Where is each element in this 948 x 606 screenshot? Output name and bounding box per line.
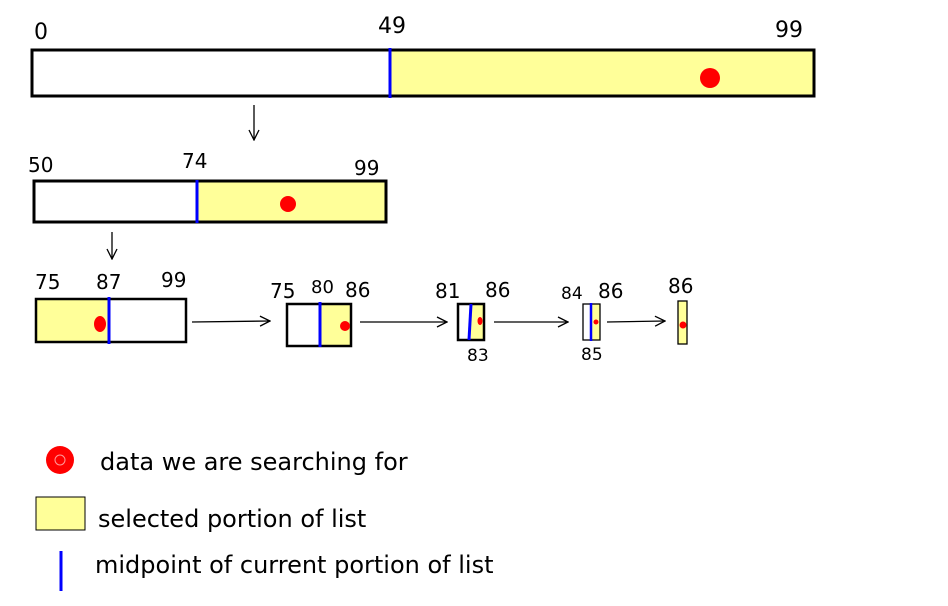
end-index-label: 99 xyxy=(161,268,186,292)
start-index-label: 81 xyxy=(435,279,460,303)
search-step-3: 75 87 99 xyxy=(34,268,188,344)
legend: data we are searching for selected porti… xyxy=(35,446,493,591)
midpoint-line xyxy=(467,303,473,341)
found-index-label: 86 xyxy=(668,274,693,298)
search-step-6: 84 86 85 xyxy=(561,279,623,365)
search-step-7: 86 xyxy=(668,274,693,345)
mid-index-label: 85 xyxy=(581,345,603,365)
search-step-5: 81 86 83 xyxy=(435,278,510,366)
mid-index-label: 83 xyxy=(467,346,489,366)
target-dot xyxy=(340,321,350,331)
mid-index-label: 74 xyxy=(182,149,207,173)
end-index-label: 99 xyxy=(354,156,379,180)
end-index-label: 99 xyxy=(775,18,803,43)
search-step-1: 0 49 99 xyxy=(30,14,816,98)
legend-selected: selected portion of list xyxy=(35,496,366,533)
right-arrow xyxy=(606,321,665,322)
right-arrow xyxy=(191,321,270,322)
selected-swatch-icon xyxy=(35,496,86,531)
end-index-label: 86 xyxy=(345,278,370,302)
end-index-label: 86 xyxy=(598,279,623,303)
target-dot-icon xyxy=(46,446,74,474)
legend-midpoint-label: midpoint of current portion of list xyxy=(95,551,493,579)
legend-target: data we are searching for xyxy=(46,446,408,476)
start-index-label: 50 xyxy=(28,153,53,177)
legend-target-label: data we are searching for xyxy=(100,448,408,476)
start-index-label: 75 xyxy=(270,279,295,303)
legend-selected-label: selected portion of list xyxy=(98,505,366,533)
selected-portion xyxy=(390,51,813,95)
legend-midpoint: midpoint of current portion of list xyxy=(59,551,493,591)
mid-index-label: 80 xyxy=(311,277,334,298)
start-index-label: 75 xyxy=(35,270,60,294)
target-dot xyxy=(593,319,599,325)
start-index-label: 0 xyxy=(34,20,48,45)
mid-index-label: 49 xyxy=(378,14,406,39)
start-index-label: 84 xyxy=(561,284,583,304)
mid-index-label: 87 xyxy=(96,270,121,294)
end-index-label: 86 xyxy=(485,278,510,302)
selected-portion xyxy=(471,304,484,340)
target-dot xyxy=(700,68,720,88)
target-dot xyxy=(679,321,687,329)
target-dot xyxy=(94,316,106,332)
search-step-4: 75 80 86 xyxy=(270,277,370,348)
search-step-2: 50 74 99 xyxy=(28,149,388,224)
target-dot xyxy=(280,196,296,212)
target-dot xyxy=(477,317,483,325)
